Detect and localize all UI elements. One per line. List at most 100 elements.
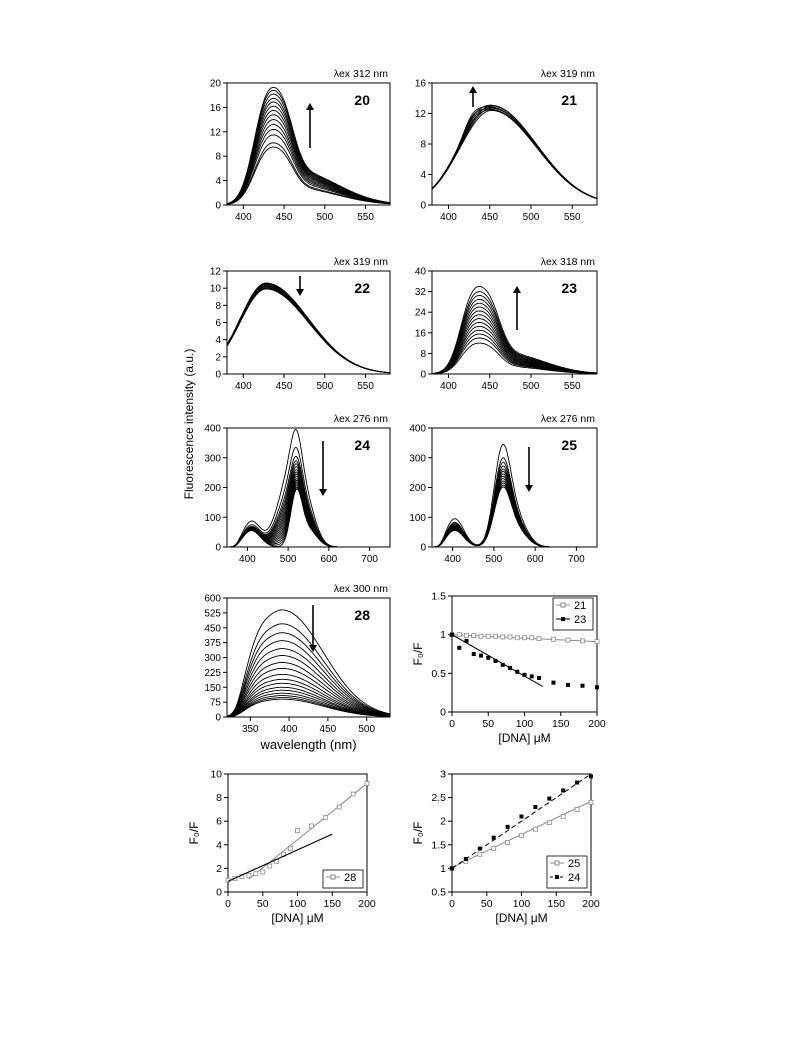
trend-arrow-head: [319, 489, 327, 496]
x-tick-label: 0: [449, 718, 455, 730]
x-tick-label: 500: [523, 212, 540, 223]
data-point: [493, 658, 498, 663]
x-tick-label: 500: [316, 381, 333, 392]
spectrum-line: [227, 673, 390, 717]
y-tick-label: 0: [216, 887, 222, 899]
data-point: [471, 652, 476, 656]
data-point: [505, 824, 510, 829]
y-tick-label: 12: [210, 127, 222, 138]
data-point: [546, 820, 552, 826]
y-tick-label: 20: [210, 79, 222, 90]
trend-arrow-head: [306, 103, 314, 110]
y-tick-label: 2: [215, 352, 221, 363]
data-point: [500, 662, 505, 667]
spectrum-line: [227, 97, 390, 205]
spectra-group: [227, 86, 390, 205]
y-tick-label: 12: [415, 109, 427, 120]
data-point: [580, 638, 585, 644]
y-tick-label: 12: [210, 267, 222, 278]
chart-p23: 400 450 500 550 0 8 16 24 32 40 23 λex 318 nm: [415, 256, 598, 392]
data-point: [560, 814, 566, 819]
y-tick-label: 300: [204, 653, 221, 664]
compound-label: 21: [561, 92, 577, 108]
x-tick-label: 150: [547, 898, 565, 910]
y-tick-label: 450: [204, 623, 221, 634]
y-tick-label: 6: [216, 816, 222, 828]
plot-frame: [431, 270, 598, 375]
data-point: [522, 635, 527, 641]
data-point: [336, 804, 342, 810]
x-tick-label: 400: [444, 554, 461, 565]
data-point: [537, 675, 541, 680]
excitation-label: λex 318 nm: [541, 256, 596, 268]
x-axis-label: [DNA] μM: [271, 911, 323, 925]
data-point: [450, 632, 454, 637]
y-tick-label: 24: [415, 308, 427, 319]
y-tick-label: 75: [210, 698, 222, 709]
shared-y-axis-label: Fluorescence intensity (a.u.): [182, 349, 196, 500]
data-point: [519, 814, 524, 819]
x-tick-label: 0: [449, 898, 455, 910]
spectrum-line: [227, 655, 390, 717]
legend-box: [552, 597, 594, 631]
data-point: [508, 665, 512, 670]
spectrum-line: [227, 678, 390, 717]
y-tick-label: 16: [415, 328, 427, 339]
data-point: [529, 635, 535, 641]
y-tick-label: 0.5: [431, 668, 446, 680]
y-tick-label: 8: [215, 152, 221, 163]
data-point: [588, 799, 594, 805]
data-point: [477, 846, 482, 851]
fit-line: [451, 773, 592, 869]
y-tick-label: 8: [420, 140, 426, 151]
data-point: [456, 632, 462, 638]
y-tick-label: 10: [210, 284, 222, 295]
y-tick-label: 400: [409, 424, 426, 435]
y-tick-label: 40: [415, 267, 427, 278]
y-tick-label: 375: [204, 638, 221, 649]
spectrum-line: [227, 86, 390, 205]
x-tick-label: 600: [321, 554, 338, 565]
y-tick-label: 225: [204, 668, 221, 679]
legend-marker: [330, 874, 336, 880]
y-tick-label: 2: [216, 863, 222, 875]
spectra-group: [227, 282, 390, 374]
x-tick-label: 450: [320, 724, 337, 735]
spectrum-line: [227, 134, 390, 205]
spectrum-line: [432, 461, 597, 547]
trend-arrow-head: [309, 645, 317, 652]
spectra-group: [432, 285, 597, 374]
chart-p22: 400 450 500 550 0 2 4 6 8 10 12 22 λex 319 nm: [210, 256, 391, 392]
data-point: [580, 683, 585, 688]
spectrum-line: [432, 482, 597, 547]
y-tick-label: 32: [415, 287, 427, 298]
chart-q1: 0 50 100 150 200 0 0.5 1 1.5 21 23 [DNA] μM F₀/F: [411, 591, 606, 746]
x-tick-label: 400: [440, 212, 457, 223]
chart-p28: 350 400 450 500 0 75 150 225 300 375 450 525 600 28 λe…: [204, 583, 391, 752]
x-tick-label: 400: [235, 381, 252, 392]
excitation-label: λex 319 nm: [334, 256, 389, 268]
compound-label: 24: [354, 437, 370, 453]
y-tick-label: 200: [204, 483, 221, 494]
y-tick-label: 400: [204, 424, 221, 435]
data-point: [308, 823, 314, 829]
y-tick-label: 600: [204, 594, 221, 605]
excitation-label: λex 276 nm: [541, 413, 596, 425]
y-tick-label: 0: [215, 370, 221, 381]
y-tick-label: 0: [440, 707, 446, 719]
data-point: [519, 832, 524, 838]
x-tick-label: 500: [316, 212, 333, 223]
compound-label: 22: [354, 280, 370, 296]
spectrum-line: [432, 443, 597, 547]
x-tick-label: 550: [564, 381, 581, 392]
x-axis-label: [DNA] μM: [498, 731, 550, 745]
x-tick-label: 450: [276, 381, 293, 392]
y-tick-label: 0: [215, 201, 221, 212]
x-tick-label: 550: [564, 212, 581, 223]
x-axis-label: wavelength (nm): [259, 737, 356, 752]
x-tick-label: 600: [527, 554, 544, 565]
data-point: [529, 674, 534, 679]
y-tick-label: 8: [420, 349, 426, 360]
x-tick-label: 400: [235, 212, 252, 223]
x-tick-label: 500: [486, 554, 503, 565]
